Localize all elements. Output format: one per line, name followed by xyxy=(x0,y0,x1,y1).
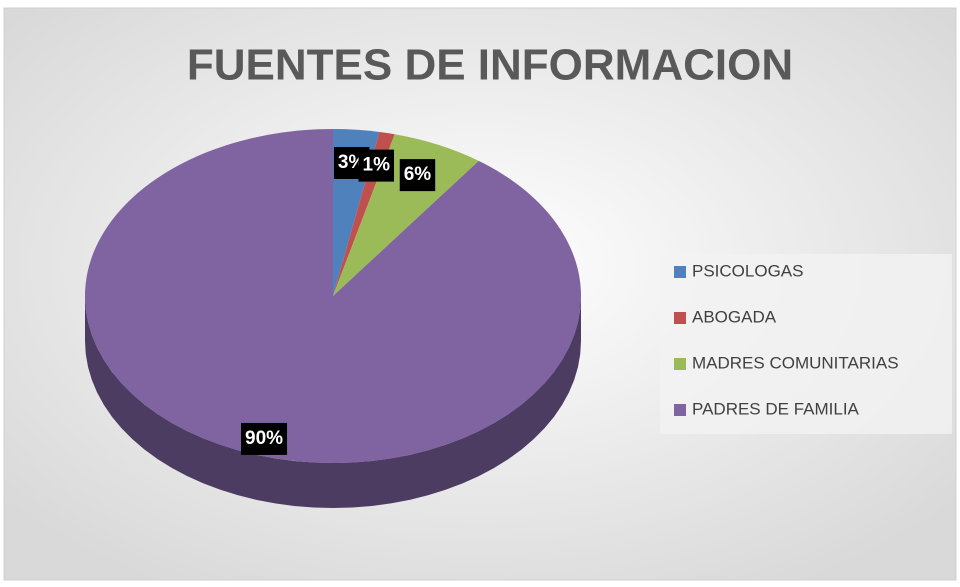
legend-label: ABOGADA xyxy=(692,307,777,326)
legend-label: PSICOLOGAS xyxy=(692,261,803,280)
data-label: 6% xyxy=(404,164,432,185)
data-labels: 3%1% 6%90% xyxy=(241,146,436,455)
chart-title: FUENTES DE INFORMACION xyxy=(187,41,793,90)
pie-side xyxy=(85,296,581,508)
legend-label: MADRES COMUNITARIAS xyxy=(692,353,899,372)
legend: PSICOLOGAS ABOGADA MADRES COMUNITARIAS PADR… xyxy=(674,261,899,418)
data-label-box xyxy=(399,159,436,192)
pie-slice xyxy=(85,129,582,463)
pie xyxy=(85,129,582,508)
legend-label: PADRES DE FAMILIA xyxy=(692,399,860,418)
legend-box xyxy=(660,254,952,434)
data-label-box xyxy=(241,422,288,455)
legend-swatch xyxy=(674,266,686,278)
data-label-box xyxy=(358,149,395,182)
pie-slice xyxy=(333,134,479,296)
legend-swatch xyxy=(674,404,686,416)
data-label: 90% xyxy=(245,428,283,449)
data-label: 1% xyxy=(363,155,391,176)
legend-swatch xyxy=(674,312,686,324)
legend-swatch xyxy=(674,358,686,370)
